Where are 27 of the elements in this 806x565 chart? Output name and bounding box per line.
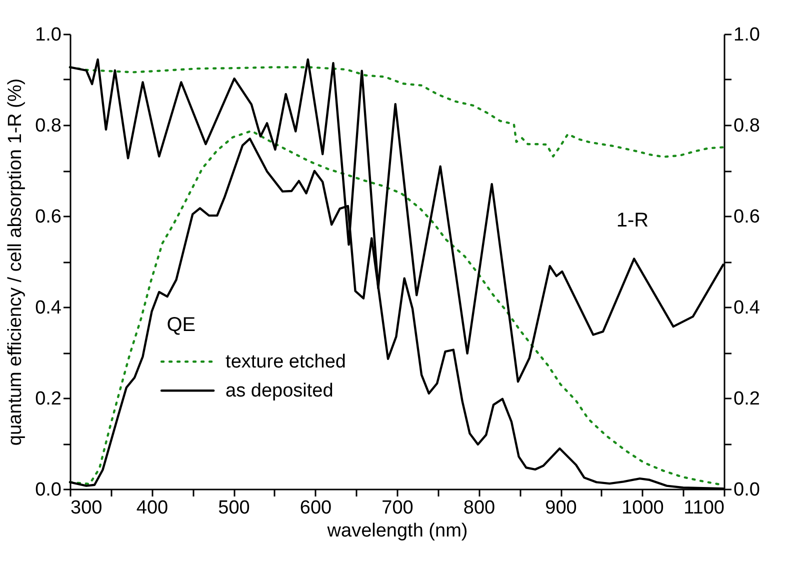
y-tick-label: 1.0 [35,24,62,46]
annotation: 1-R [616,210,649,232]
y-tick-label: 0.2 [35,388,62,410]
y-axis-title: quantum efficiency / cell absorption 1-R (%) [5,78,26,446]
y-tick-label: 0.6 [35,206,62,228]
x-tick-label: 700 [382,498,414,518]
y2-tick-label: 0.4 [734,298,760,318]
legend-label: as deposited [226,380,334,402]
x-tick-label: 600 [300,498,332,518]
y-tick-label: 0.4 [35,298,62,318]
x-tick-label: 300 [70,498,102,518]
annotation: QE [166,314,196,336]
x-tick-label: 900 [545,498,577,518]
y2-tick-label: 0.2 [734,388,760,410]
y-tick-label: 0.8 [35,116,62,136]
x-axis-title: wavelength (nm) [326,520,468,542]
y2-tick-label: 0.8 [734,116,760,136]
x-tick-label: 400 [136,498,168,518]
x-tick-label: 1000 [622,498,664,518]
x-tick-label: 1100 [684,498,724,518]
legend-label: texture etched [226,352,346,373]
y2-tick-label: 0.6 [734,206,760,228]
x-tick-label: 800 [463,498,496,518]
y2-tick-label: 1.0 [734,24,760,46]
y2-tick-label: 0.0 [734,480,760,500]
x-tick-label: 500 [218,498,250,518]
y-tick-label: 0.0 [35,480,62,500]
